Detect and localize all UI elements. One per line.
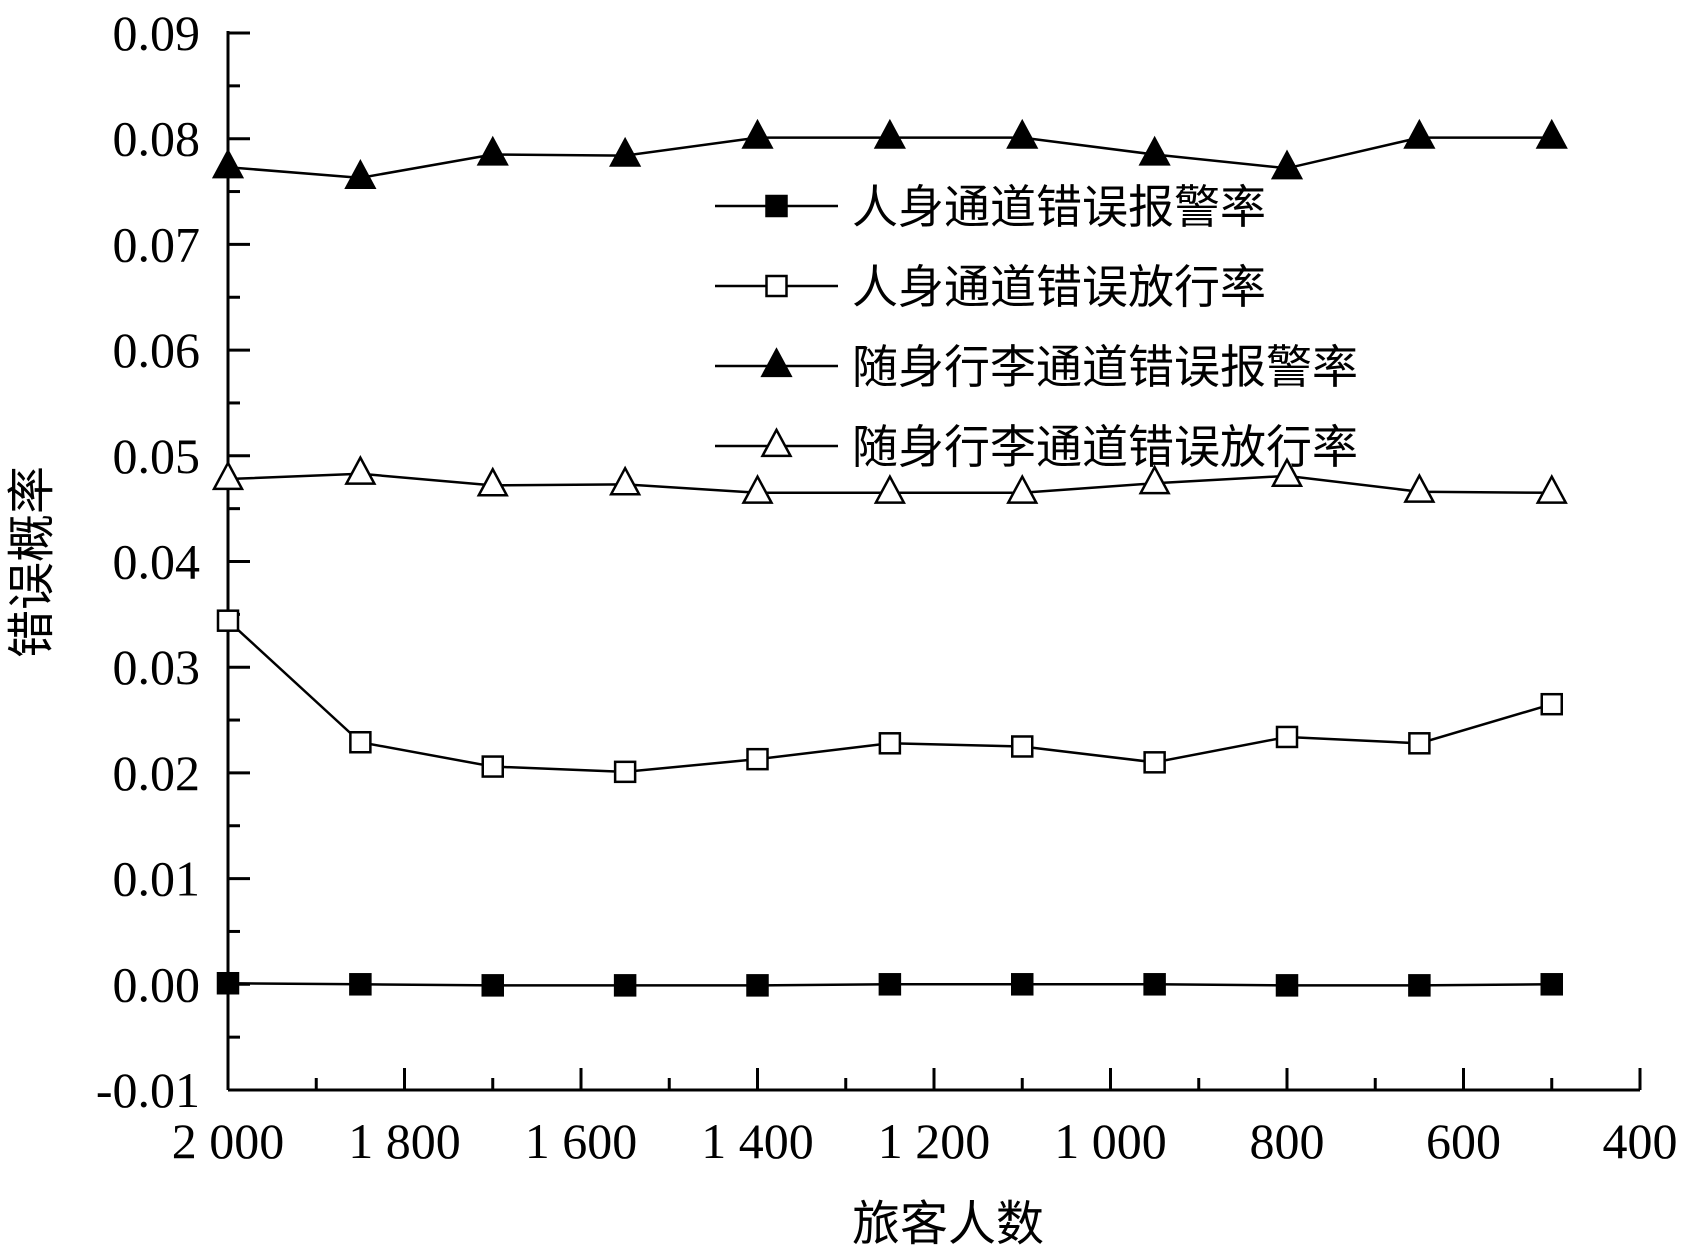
data-point (873, 118, 906, 149)
x-tick-label: 600 (1426, 1113, 1501, 1169)
x-tick-label: 2 000 (172, 1113, 285, 1169)
data-point (1408, 732, 1431, 755)
legend-marker (760, 427, 793, 458)
y-tick-label: 0.08 (113, 111, 201, 167)
data-point (1138, 135, 1171, 166)
legend-entry: 随身行李通道错误报警率 (715, 340, 1358, 394)
axes: -0.01 0.00 0.01 0.02 0.03 0.04 0.05 0.06 0.07 0.0… (96, 5, 1678, 1169)
x-tick-label: 400 (1603, 1113, 1678, 1169)
y-tick-label: 0.09 (113, 5, 201, 61)
data-point (344, 455, 377, 485)
y-tick-label: 0.00 (113, 956, 201, 1012)
data-point (1535, 474, 1568, 504)
data-point (878, 973, 902, 996)
series-layer (211, 118, 1568, 997)
legend-marker (760, 347, 793, 378)
data-point (1403, 118, 1436, 149)
data-point (344, 159, 377, 189)
data-point (1540, 973, 1563, 996)
x-tick-label: 1 600 (525, 1113, 638, 1169)
data-point (1535, 118, 1568, 149)
data-point (1006, 118, 1039, 149)
data-point (211, 460, 245, 491)
series-2 (216, 609, 1563, 784)
data-point (741, 118, 774, 149)
y-tick-label: 0.01 (113, 851, 201, 907)
series-3 (211, 118, 1568, 189)
x-tick-label: 1 000 (1054, 1113, 1167, 1169)
data-point (746, 974, 769, 997)
data-point (746, 747, 769, 771)
legend-label: 人身通道错误报警率 (852, 180, 1266, 234)
data-point (1270, 149, 1304, 180)
legend-label: 人身通道错误放行率 (852, 260, 1266, 314)
data-point (741, 474, 774, 504)
y-tick-label: 0.06 (113, 322, 201, 378)
legend-marker (765, 274, 788, 298)
x-axis-title: 旅客人数 (852, 1196, 1044, 1252)
data-point (349, 973, 372, 996)
data-point (1138, 464, 1171, 495)
data-point (1270, 457, 1304, 488)
series-1 (216, 971, 1563, 997)
data-point (613, 974, 637, 997)
y-axis-title: 错误概率 (4, 466, 60, 658)
legend-entry: 人身通道错误放行率 (715, 260, 1266, 314)
data-point (1011, 735, 1034, 758)
series-4 (211, 455, 1568, 504)
x-tick-label: 1 200 (878, 1113, 991, 1169)
data-point (613, 760, 637, 784)
data-point (481, 974, 504, 997)
data-point (1011, 973, 1034, 996)
legend-marker (765, 194, 788, 218)
data-point (1408, 974, 1431, 997)
data-point (1275, 974, 1299, 997)
y-tick-label: 0.03 (113, 639, 201, 695)
data-point (1403, 472, 1436, 503)
data-point (873, 474, 906, 504)
data-point (1540, 692, 1563, 716)
data-point (216, 609, 240, 632)
data-point (481, 755, 504, 778)
data-point (349, 730, 372, 754)
legend-entry: 随身行李通道错误放行率 (715, 420, 1358, 474)
data-point (1275, 725, 1299, 749)
x-tick-label: 1 400 (701, 1113, 814, 1169)
legend-entry: 人身通道错误报警率 (715, 180, 1266, 234)
legend-label: 随身行李通道错误放行率 (852, 420, 1358, 474)
data-point (609, 136, 642, 167)
y-tick-label: 0.05 (113, 428, 201, 484)
data-point (1143, 973, 1166, 996)
data-point (476, 135, 509, 166)
legend-label: 随身行李通道错误报警率 (852, 340, 1358, 394)
data-point (211, 148, 245, 179)
y-tick-label: 0.02 (113, 745, 201, 801)
data-point (609, 465, 642, 496)
data-point (216, 971, 240, 995)
x-tick-label: 1 800 (348, 1113, 461, 1169)
y-tick-label: 0.07 (113, 216, 201, 272)
data-point (878, 732, 902, 755)
data-point (1143, 751, 1166, 774)
x-tick-label: 800 (1250, 1113, 1325, 1169)
data-point (476, 466, 509, 497)
y-tick-label: 0.04 (113, 534, 201, 590)
data-point (1006, 474, 1039, 504)
y-tick-label: -0.01 (96, 1062, 200, 1118)
